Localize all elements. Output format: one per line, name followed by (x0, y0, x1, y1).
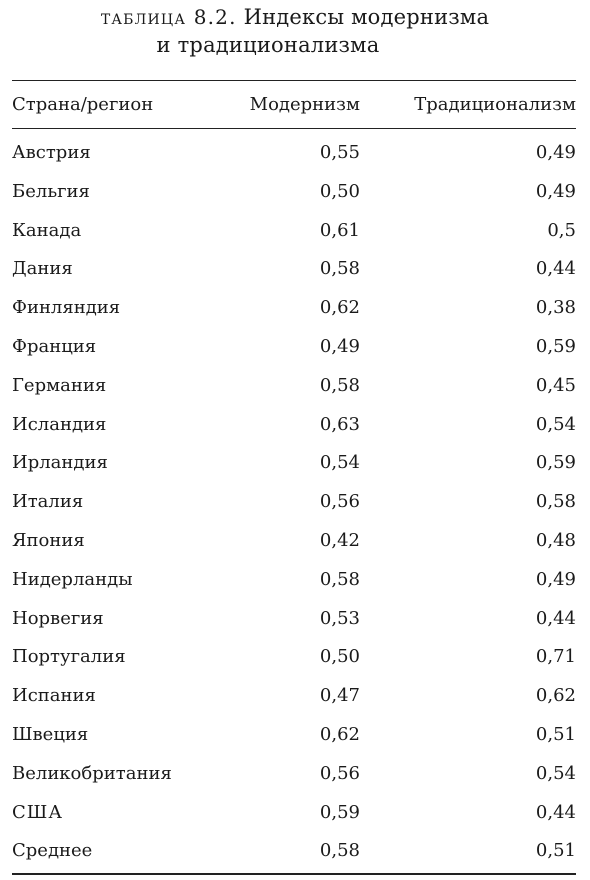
country-cell: Нидерланды (12, 561, 232, 600)
modernism-cell: 0,42 (232, 522, 360, 561)
traditionalism-cell: 0,54 (360, 755, 576, 794)
country-cell: Норвегия (12, 600, 232, 639)
table-row: Исландия 0,63 0,54 (12, 406, 576, 445)
traditionalism-cell: 0,59 (360, 328, 576, 367)
country-cell: Бельгия (12, 173, 232, 212)
traditionalism-cell: 0,59 (360, 444, 576, 483)
modernism-cell: 0,50 (232, 173, 360, 212)
country-cell: Австрия (12, 134, 232, 173)
table-row: Великобритания 0,56 0,54 (12, 755, 576, 794)
modernism-cell: 0,49 (232, 328, 360, 367)
header-traditionalism: Традиционализм (360, 89, 576, 121)
header-row: Страна/регион Модернизм Традиционализм (12, 89, 576, 121)
country-cell: Финляндия (12, 289, 232, 328)
table-row: Дания 0,58 0,44 (12, 250, 576, 289)
traditionalism-cell: 0,49 (360, 561, 576, 600)
table-row: Ирландия 0,54 0,59 (12, 444, 576, 483)
table-row: Канада 0,61 0,5 (12, 212, 576, 251)
traditionalism-cell: 0,44 (360, 600, 576, 639)
modernism-cell: 0,55 (232, 134, 360, 173)
modernism-cell: 0,56 (232, 755, 360, 794)
country-cell: Франция (12, 328, 232, 367)
table-top-rule (12, 80, 576, 81)
modernism-cell: 0,54 (232, 444, 360, 483)
table-row: Португалия 0,50 0,71 (12, 638, 576, 677)
table-row: Нидерланды 0,58 0,49 (12, 561, 576, 600)
country-cell: Среднее (12, 832, 232, 871)
table-row: Испания 0,47 0,62 (12, 677, 576, 716)
table-row: Франция 0,49 0,59 (12, 328, 576, 367)
modernism-cell: 0,58 (232, 832, 360, 871)
country-cell: Ирландия (12, 444, 232, 483)
traditionalism-cell: 0,62 (360, 677, 576, 716)
table-caption-title-line1: Индексы модернизма (244, 5, 490, 29)
table-row: Норвегия 0,53 0,44 (12, 600, 576, 639)
table-caption-label: таблица 8.2. (101, 5, 237, 29)
traditionalism-cell: 0,51 (360, 832, 576, 871)
country-cell: Италия (12, 483, 232, 522)
country-cell: Исландия (12, 406, 232, 445)
country-cell: Португалия (12, 638, 232, 677)
modernism-cell: 0,62 (232, 716, 360, 755)
modernism-cell: 0,58 (232, 367, 360, 406)
table-caption: таблица 8.2. Индексы модернизма и традиц… (0, 3, 590, 59)
header-country: Страна/регион (12, 89, 232, 121)
modernism-cell: 0,47 (232, 677, 360, 716)
table-caption-title-line2: и традиционализма (0, 31, 590, 59)
table-row: Бельгия 0,50 0,49 (12, 173, 576, 212)
traditionalism-cell: 0,38 (360, 289, 576, 328)
modernism-cell: 0,53 (232, 600, 360, 639)
table-row: Япония 0,42 0,48 (12, 522, 576, 561)
country-cell: США (12, 794, 232, 833)
modernism-cell: 0,50 (232, 638, 360, 677)
modernism-cell: 0,63 (232, 406, 360, 445)
table-header: Страна/регион Модернизм Традиционализм (12, 89, 576, 121)
header-modernism: Модернизм (232, 89, 360, 121)
modernism-cell: 0,59 (232, 794, 360, 833)
traditionalism-cell: 0,48 (360, 522, 576, 561)
modernism-cell: 0,58 (232, 250, 360, 289)
country-cell: Испания (12, 677, 232, 716)
traditionalism-cell: 0,44 (360, 794, 576, 833)
traditionalism-cell: 0,58 (360, 483, 576, 522)
traditionalism-cell: 0,51 (360, 716, 576, 755)
traditionalism-cell: 0,45 (360, 367, 576, 406)
table-header-rule (12, 128, 576, 129)
table-row: США 0,59 0,44 (12, 794, 576, 833)
table-row: Италия 0,56 0,58 (12, 483, 576, 522)
table-row: Среднее 0,58 0,51 (12, 832, 576, 871)
country-cell: Канада (12, 212, 232, 251)
modernism-cell: 0,62 (232, 289, 360, 328)
modernism-cell: 0,56 (232, 483, 360, 522)
modernism-cell: 0,61 (232, 212, 360, 251)
table-row: Швеция 0,62 0,51 (12, 716, 576, 755)
table-body: Австрия 0,55 0,49 Бельгия 0,50 0,49 Канада 0,61… (12, 134, 576, 871)
traditionalism-cell: 0,5 (360, 212, 576, 251)
traditionalism-cell: 0,49 (360, 134, 576, 173)
traditionalism-cell: 0,54 (360, 406, 576, 445)
country-cell: Дания (12, 250, 232, 289)
modernism-cell: 0,58 (232, 561, 360, 600)
table-row: Германия 0,58 0,45 (12, 367, 576, 406)
table-bottom-rule (12, 873, 576, 875)
table-row: Финляндия 0,62 0,38 (12, 289, 576, 328)
country-cell: Швеция (12, 716, 232, 755)
country-cell: Япония (12, 522, 232, 561)
country-cell: Великобритания (12, 755, 232, 794)
traditionalism-cell: 0,71 (360, 638, 576, 677)
data-table: Австрия 0,55 0,49 Бельгия 0,50 0,49 Канада 0,61… (12, 134, 576, 871)
traditionalism-cell: 0,44 (360, 250, 576, 289)
traditionalism-cell: 0,49 (360, 173, 576, 212)
table-row: Австрия 0,55 0,49 (12, 134, 576, 173)
country-cell: Германия (12, 367, 232, 406)
